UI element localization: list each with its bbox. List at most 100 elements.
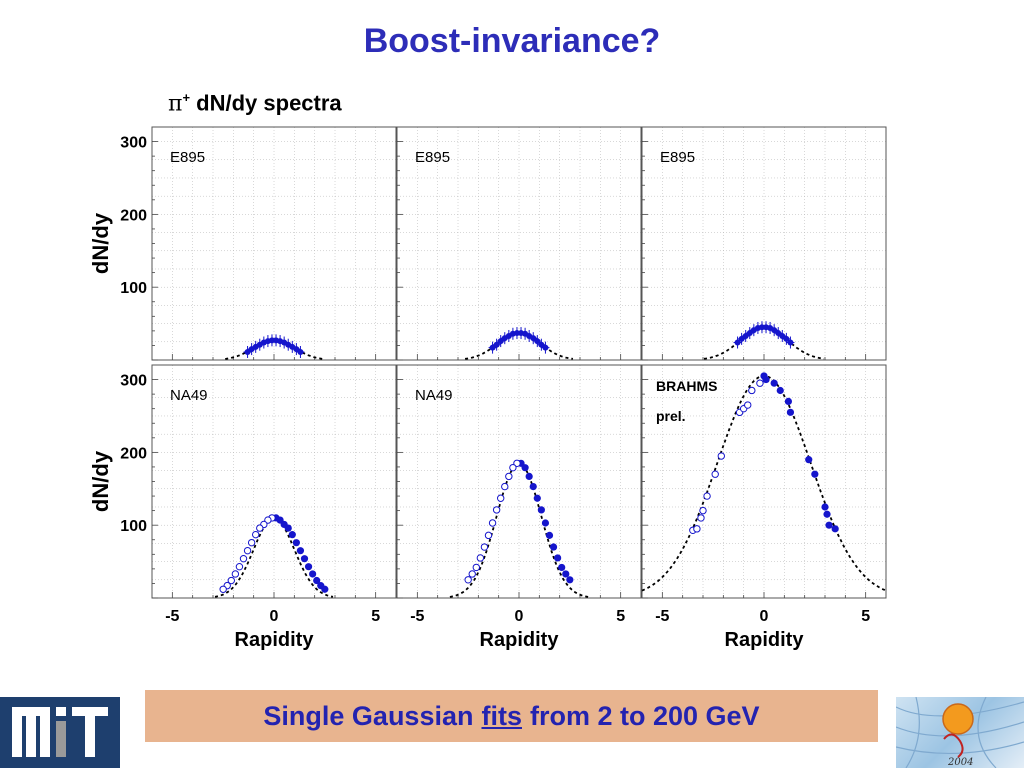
- conference-logo-icon: 2004: [896, 697, 1024, 768]
- data-point-filled: [542, 344, 549, 351]
- data-point-filled: [288, 531, 296, 539]
- spectra-subtitle: π+ dN/dy spectra: [168, 90, 342, 116]
- data-point-filled: [566, 576, 574, 584]
- caption-fits-link[interactable]: fits: [481, 700, 522, 731]
- data-point-open: [252, 530, 260, 539]
- data-point-filled: [525, 472, 533, 481]
- x-tick-label: -5: [655, 608, 669, 625]
- y-tick-label: 200: [120, 445, 147, 462]
- x-tick-label: 5: [861, 608, 870, 625]
- data-point-filled: [784, 397, 793, 406]
- data-point-filled: [541, 519, 550, 527]
- x-tick-label: 0: [515, 608, 524, 625]
- data-point-open: [756, 379, 764, 387]
- data-point-filled: [321, 585, 329, 593]
- data-point-open: [513, 459, 521, 467]
- data-point-open: [509, 463, 517, 472]
- data-point-open: [699, 506, 707, 515]
- data-point-filled: [297, 348, 304, 355]
- data-point-open: [227, 576, 236, 585]
- panel-label: NA49: [170, 387, 208, 404]
- panel-label: E895: [170, 149, 205, 166]
- data-point-open: [697, 514, 705, 522]
- slide-title: Boost-invariance?: [363, 22, 661, 60]
- data-point-filled: [304, 563, 313, 571]
- y-axis-label: dN/dy: [88, 450, 113, 512]
- data-point-open: [464, 576, 472, 584]
- data-point-open: [711, 470, 719, 478]
- chart-panel-bottom-right: [641, 364, 887, 599]
- spectra-chart-grid: E895 100 200 300 dN/dy E895 E895 NA49 100 200 300 d…: [88, 126, 887, 651]
- data-point-filled: [284, 524, 292, 532]
- data-point-open: [693, 525, 701, 533]
- data-point-filled: [545, 531, 554, 539]
- data-point-open: [505, 472, 513, 481]
- data-point-filled: [537, 506, 545, 514]
- data-point-filled: [786, 408, 795, 416]
- y-tick-label: 200: [120, 207, 147, 224]
- x-tick-label: -5: [165, 608, 179, 625]
- mit-logo: [0, 697, 120, 768]
- y-tick-label: 100: [120, 518, 147, 535]
- data-point-filled: [292, 539, 300, 547]
- data-point-filled: [549, 543, 558, 551]
- y-tick-label: 100: [120, 280, 147, 297]
- x-axis-label: Rapidity: [725, 629, 805, 651]
- panel-label: E895: [415, 149, 450, 166]
- data-point-open: [492, 506, 501, 514]
- data-point-open: [256, 524, 264, 532]
- charge-superscript: +: [182, 90, 191, 105]
- data-point-filled: [534, 338, 541, 345]
- data-point-filled: [783, 335, 790, 342]
- panel-label: E895: [660, 149, 695, 166]
- chart-panel-top-left: [151, 126, 397, 361]
- data-point-filled: [787, 339, 794, 346]
- data-point-filled: [831, 525, 839, 533]
- data-point-open: [717, 452, 725, 460]
- x-tick-label: 5: [371, 608, 380, 625]
- panel-label: NA49: [415, 387, 453, 404]
- conference-logo: 2004: [896, 697, 1024, 768]
- data-point-open: [231, 570, 240, 578]
- data-point-open: [497, 494, 505, 502]
- chart-panel-bottom-middle: [396, 364, 642, 599]
- data-point-open: [480, 543, 489, 551]
- data-point-open: [264, 516, 272, 524]
- y-axis-label: dN/dy: [88, 212, 113, 274]
- x-axis-label: Rapidity: [235, 629, 315, 651]
- conference-year: 2004: [947, 757, 973, 768]
- data-point-filled: [558, 563, 566, 572]
- data-point-filled: [734, 339, 741, 346]
- data-point-filled: [821, 503, 829, 511]
- caption-text-after: from 2 to 200 GeV: [529, 700, 760, 731]
- x-tick-label: 5: [616, 608, 625, 625]
- x-tick-label: 0: [270, 608, 279, 625]
- data-point-open: [239, 554, 248, 563]
- data-point-filled: [805, 456, 813, 464]
- panel-label: BRAHMS: [656, 378, 717, 394]
- data-point-open: [219, 585, 227, 593]
- data-point-filled: [313, 576, 321, 585]
- data-point-open: [488, 519, 497, 527]
- data-point-open: [476, 554, 485, 562]
- data-point-filled: [762, 375, 770, 384]
- data-point-open: [484, 531, 493, 540]
- chart-panel-top-right: [641, 126, 887, 361]
- data-point-filled: [533, 494, 541, 502]
- subtitle-text: dN/dy spectra: [190, 90, 342, 116]
- data-point-open: [247, 538, 256, 547]
- data-point-open: [472, 563, 480, 572]
- data-point-filled: [825, 521, 833, 529]
- data-point-filled: [770, 379, 778, 387]
- data-point-open: [748, 386, 756, 395]
- mit-logo-icon: [0, 697, 120, 768]
- data-point-open: [468, 570, 476, 578]
- x-tick-label: -5: [410, 608, 424, 625]
- data-point-filled: [300, 555, 309, 563]
- data-point-open: [703, 492, 711, 500]
- pi-symbol: π: [168, 91, 183, 117]
- data-point-open: [243, 546, 252, 555]
- data-point-filled: [562, 570, 570, 578]
- chart-panel-top-middle: [396, 126, 642, 361]
- data-point-filled: [493, 341, 500, 348]
